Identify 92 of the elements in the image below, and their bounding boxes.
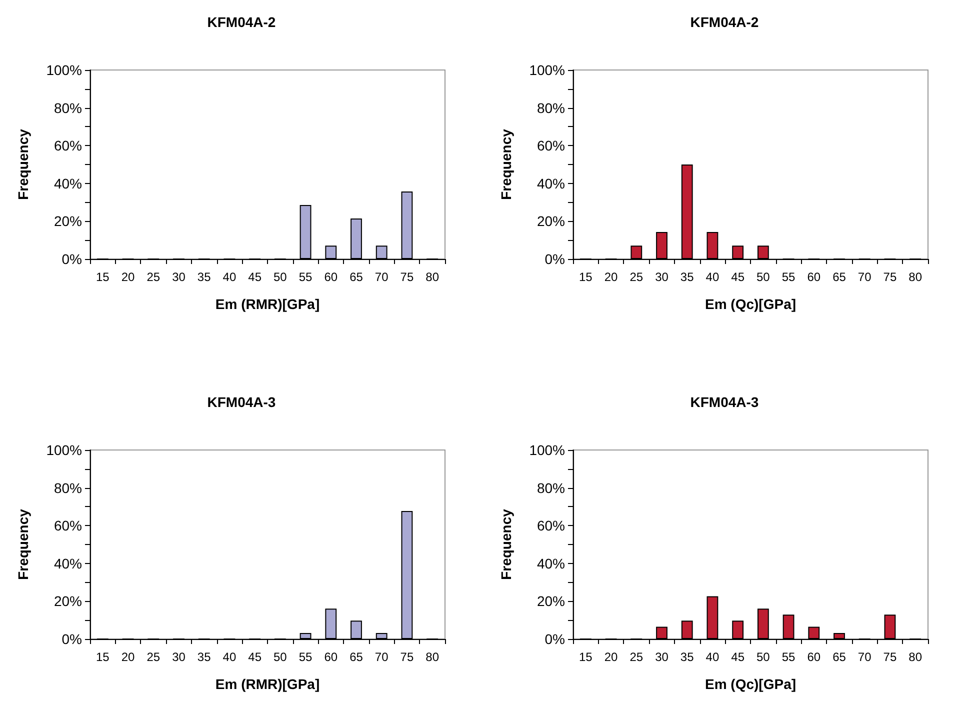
y-tick-label: 20% (536, 213, 565, 230)
x-tick-label: 75 (400, 650, 414, 664)
x-tick-label: 60 (324, 650, 338, 664)
x-tick-label: 70 (858, 270, 872, 284)
x-tick-label: 65 (350, 270, 364, 284)
x-tick-label: 35 (680, 270, 694, 284)
x-tick-label: 25 (630, 270, 644, 284)
y-axis-title: Frequency (15, 128, 31, 200)
x-tick-label: 30 (655, 650, 669, 664)
x-tick-label: 30 (172, 650, 186, 664)
y-tick-label: 100% (46, 442, 82, 458)
x-tick-label: 35 (197, 650, 212, 664)
x-tick-label: 65 (350, 650, 364, 664)
y-axis-title: Frequency (15, 508, 31, 580)
x-tick-label: 60 (807, 650, 821, 664)
x-tick-label: 25 (630, 650, 644, 664)
y-tick-label: 0% (62, 631, 82, 647)
y-tick-label: 100% (46, 62, 82, 78)
x-tick-label: 25 (146, 650, 160, 664)
y-tick-label: 80% (54, 480, 82, 496)
x-tick-label: 45 (248, 650, 262, 664)
y-tick-label: 20% (54, 213, 82, 230)
x-axis-title: Em (Qc)[GPa] (704, 676, 796, 692)
chart-title: KFM04A-3 (207, 394, 276, 410)
x-tick-label: 30 (172, 270, 186, 284)
x-tick-label: 30 (655, 270, 669, 284)
y-tick-label: 100% (529, 62, 565, 78)
x-tick-label: 35 (197, 270, 212, 284)
x-tick-label: 50 (274, 650, 288, 664)
x-tick-label: 55 (298, 650, 313, 664)
x-tick-label: 60 (807, 270, 821, 284)
x-tick-label: 40 (222, 270, 236, 284)
y-tick-label: 40% (536, 555, 565, 572)
x-tick-label: 75 (400, 270, 414, 284)
x-tick-label: 45 (731, 270, 745, 284)
y-tick-label: 60% (54, 138, 82, 154)
x-tick-label: 15 (579, 270, 593, 284)
x-tick-label: 20 (604, 650, 618, 664)
x-tick-label: 20 (121, 270, 136, 284)
y-tick-label: 80% (54, 100, 82, 116)
x-tick-label: 50 (274, 270, 288, 284)
y-tick-label: 20% (536, 593, 565, 610)
x-tick-label: 20 (604, 270, 618, 284)
y-tick-label: 80% (536, 480, 565, 496)
y-tick-label: 60% (536, 518, 565, 534)
y-tick-label: 20% (54, 593, 82, 610)
x-tick-label: 55 (782, 650, 796, 664)
x-tick-label: 15 (96, 270, 110, 284)
y-tick-label: 40% (54, 555, 82, 572)
x-tick-label: 55 (782, 270, 796, 284)
x-axis-title: Em (RMR)[GPa] (215, 676, 320, 692)
y-tick-label: 100% (529, 442, 565, 458)
chart-title: KFM04A-2 (690, 14, 759, 30)
chart-title: KFM04A-2 (207, 14, 276, 30)
x-tick-label: 50 (756, 270, 770, 284)
x-tick-label: 20 (121, 650, 136, 664)
x-tick-label: 40 (706, 650, 720, 664)
x-tick-label: 80 (908, 650, 922, 664)
y-tick-label: 60% (54, 518, 82, 534)
x-tick-label: 40 (222, 650, 236, 664)
x-tick-label: 25 (146, 270, 160, 284)
x-tick-label: 55 (298, 270, 313, 284)
y-tick-label: 0% (544, 251, 565, 267)
x-tick-label: 75 (883, 270, 897, 284)
y-tick-label: 80% (536, 100, 565, 116)
x-tick-label: 50 (756, 650, 770, 664)
x-tick-label: 75 (883, 650, 897, 664)
x-tick-label: 60 (324, 270, 338, 284)
y-axis-title: Frequency (498, 508, 514, 580)
x-tick-label: 40 (706, 270, 720, 284)
x-axis-title: Em (Qc)[GPa] (704, 296, 796, 312)
x-tick-label: 70 (858, 650, 872, 664)
x-tick-label: 15 (96, 650, 110, 664)
x-tick-label: 70 (374, 650, 389, 664)
y-tick-label: 0% (544, 631, 565, 647)
x-tick-label: 45 (248, 270, 262, 284)
y-tick-label: 60% (536, 138, 565, 154)
x-tick-label: 45 (731, 650, 745, 664)
y-tick-label: 40% (536, 175, 565, 192)
x-tick-label: 70 (374, 270, 389, 284)
x-tick-label: 35 (680, 650, 694, 664)
y-tick-label: 40% (54, 175, 82, 192)
chart-title: KFM04A-3 (690, 394, 759, 410)
x-tick-label: 15 (579, 650, 593, 664)
y-tick-label: 0% (62, 251, 82, 267)
x-tick-label: 80 (908, 270, 922, 284)
x-tick-label: 65 (832, 270, 846, 284)
x-tick-label: 80 (426, 270, 440, 284)
x-tick-label: 65 (832, 650, 846, 664)
y-axis-title: Frequency (498, 128, 514, 200)
x-tick-label: 80 (426, 650, 440, 664)
x-axis-title: Em (RMR)[GPa] (215, 296, 320, 312)
